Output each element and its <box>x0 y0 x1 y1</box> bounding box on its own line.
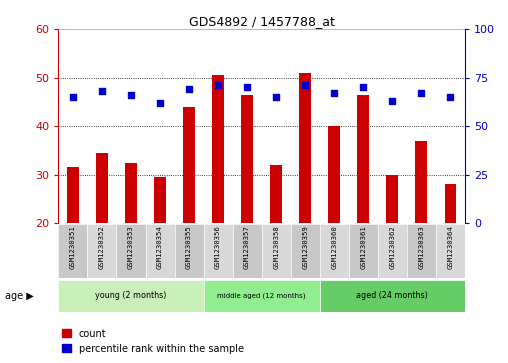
Bar <box>175 224 204 278</box>
Text: GSM1230356: GSM1230356 <box>215 225 221 269</box>
Bar <box>241 95 253 223</box>
Text: aged (24 months): aged (24 months) <box>357 291 428 300</box>
Text: GSM1230364: GSM1230364 <box>448 225 453 269</box>
Text: GSM1230359: GSM1230359 <box>302 225 308 269</box>
Text: middle aged (12 months): middle aged (12 months) <box>217 293 306 299</box>
Text: GSM1230351: GSM1230351 <box>70 225 76 269</box>
Bar <box>444 184 456 223</box>
Bar <box>116 224 145 278</box>
Bar <box>212 75 224 223</box>
Bar <box>145 224 175 278</box>
Bar <box>436 224 465 278</box>
Point <box>214 82 222 88</box>
Bar <box>320 224 348 278</box>
Bar <box>416 141 427 223</box>
Bar <box>204 280 320 312</box>
Point <box>446 94 454 100</box>
Point <box>185 86 193 92</box>
Bar <box>358 95 369 223</box>
Bar <box>262 224 291 278</box>
Point <box>359 84 367 90</box>
Bar <box>154 177 166 223</box>
Point <box>156 100 164 106</box>
Text: age ▶: age ▶ <box>5 291 34 301</box>
Point <box>330 90 338 96</box>
Text: GSM1230352: GSM1230352 <box>99 225 105 269</box>
Text: GSM1230362: GSM1230362 <box>389 225 395 269</box>
Bar <box>183 107 195 223</box>
Bar <box>58 280 204 312</box>
Point <box>272 94 280 100</box>
Legend: count, percentile rank within the sample: count, percentile rank within the sample <box>58 325 248 358</box>
Bar <box>270 165 282 223</box>
Bar <box>348 224 378 278</box>
Point <box>69 94 77 100</box>
Bar <box>378 224 407 278</box>
Point <box>127 92 135 98</box>
Point <box>301 82 309 88</box>
Bar <box>407 224 436 278</box>
Point <box>417 90 425 96</box>
Bar <box>58 224 87 278</box>
Bar <box>328 126 340 223</box>
Text: GSM1230361: GSM1230361 <box>360 225 366 269</box>
Bar <box>204 224 233 278</box>
Bar <box>320 280 465 312</box>
Point <box>388 98 396 104</box>
Text: GSM1230355: GSM1230355 <box>186 225 192 269</box>
Bar <box>87 224 116 278</box>
Text: GSM1230354: GSM1230354 <box>157 225 163 269</box>
Bar <box>96 153 108 223</box>
Text: young (2 months): young (2 months) <box>96 291 167 300</box>
Title: GDS4892 / 1457788_at: GDS4892 / 1457788_at <box>188 15 335 28</box>
Text: GSM1230360: GSM1230360 <box>331 225 337 269</box>
Bar <box>387 175 398 223</box>
Text: GSM1230358: GSM1230358 <box>273 225 279 269</box>
Bar <box>67 167 79 223</box>
Point <box>243 84 251 90</box>
Text: GSM1230363: GSM1230363 <box>418 225 424 269</box>
Bar <box>125 163 137 223</box>
Text: GSM1230357: GSM1230357 <box>244 225 250 269</box>
Text: GSM1230353: GSM1230353 <box>128 225 134 269</box>
Bar <box>299 73 311 223</box>
Bar <box>291 224 320 278</box>
Bar <box>233 224 262 278</box>
Point <box>98 88 106 94</box>
